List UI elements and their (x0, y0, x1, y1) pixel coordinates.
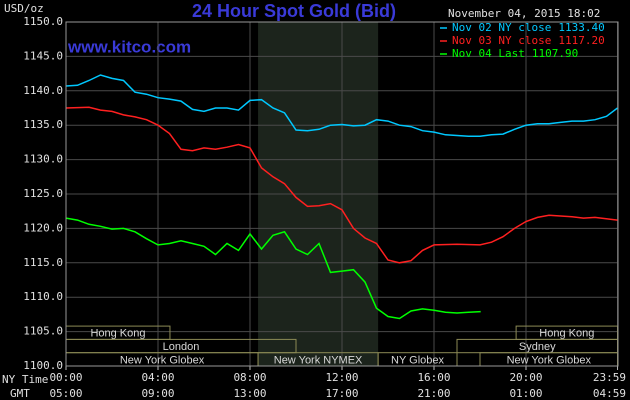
y-tick-label: 1105.0 (23, 325, 63, 338)
x-tick-label: 16:00 (417, 371, 450, 384)
legend-entry: Nov 03 NY close 1117.20 (452, 34, 605, 47)
y-tick-label: 1125.0 (23, 187, 63, 200)
price-line (65, 74, 618, 137)
x2-tick-label: 09:00 (141, 387, 174, 400)
session-label: New York Globex (507, 354, 592, 366)
legend-name: Nov 02 NY close (452, 21, 551, 34)
x2-tick-label: 21:00 (417, 387, 450, 400)
session-label: Hong Kong (539, 328, 594, 340)
x2-tick-label: 13:00 (233, 387, 266, 400)
chart-title: 24 Hour Spot Gold (Bid) (192, 1, 396, 21)
legend-value: 1133.40 (558, 21, 604, 34)
y-tick-label: 1115.0 (23, 256, 63, 269)
x-tick-label: 20:00 (509, 371, 542, 384)
x-tick-label: 04:00 (141, 371, 174, 384)
session-label: London (163, 341, 200, 353)
session-label: NY Globex (391, 354, 444, 366)
x2-tick-label: 01:00 (509, 387, 542, 400)
y-tick-label: 1150.0 (23, 15, 63, 28)
session-label: New York Globex (120, 354, 205, 366)
y-tick-label: 1145.0 (23, 49, 63, 62)
price-line (65, 106, 618, 264)
session-label: New York NYMEX (274, 354, 363, 366)
legend-name: Nov 03 NY close (452, 34, 551, 47)
x2-tick-label: 04:59 (593, 387, 626, 400)
price-line (65, 217, 481, 320)
x-tick-label: 08:00 (233, 371, 266, 384)
x-tick-label: 23:59 (593, 371, 626, 384)
y-axis-label: USD/oz (4, 2, 44, 15)
y-tick-label: 1100.0 (23, 359, 63, 372)
x-tick-label: 00:00 (49, 371, 82, 384)
legend-name: Nov 04 Last (452, 47, 525, 60)
legend-entry: Nov 04 Last 1107.90 (452, 47, 578, 60)
x-tick-label: 12:00 (325, 371, 358, 384)
site-label: www.kitco.com (67, 37, 191, 56)
y-tick-label: 1110.0 (23, 290, 63, 303)
session-label: Hong Kong (90, 328, 145, 340)
y-tick-label: 1135.0 (23, 118, 63, 131)
legend-value: 1107.90 (532, 47, 578, 60)
date-label: November 04, 2015 18:02 (448, 7, 600, 20)
x2-tick-label: 17:00 (325, 387, 358, 400)
session-label: Sydney (519, 341, 556, 353)
legend-entry: Nov 02 NY close 1133.40 (452, 21, 605, 34)
x2-tick-label: 05:00 (49, 387, 82, 400)
y-tick-label: 1140.0 (23, 84, 63, 97)
x-axis-label: NY Time (2, 373, 48, 386)
legend-value: 1117.20 (558, 34, 604, 47)
y-tick-label: 1130.0 (23, 153, 63, 166)
plot-frame (65, 21, 619, 367)
x2-axis-label: GMT (10, 387, 30, 400)
y-tick-label: 1120.0 (23, 221, 63, 234)
